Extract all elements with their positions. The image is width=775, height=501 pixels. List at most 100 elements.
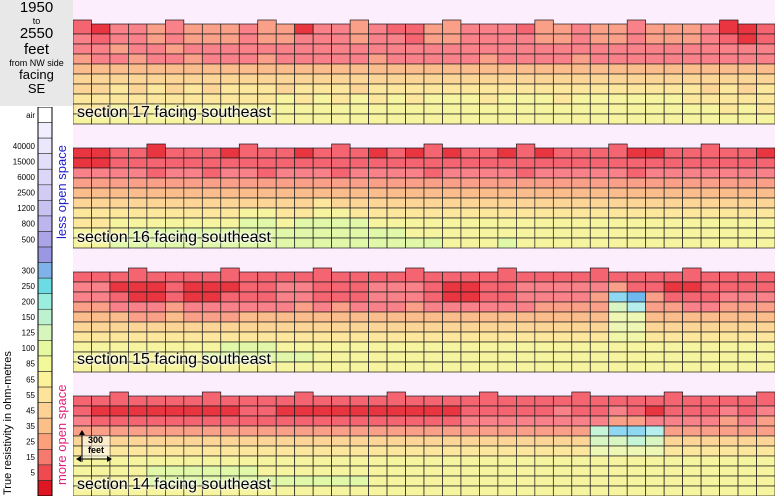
heatmap-cell xyxy=(275,361,296,373)
heatmap-cell xyxy=(331,83,351,95)
resistivity-legend: air 40000 15000 6000 2500 1200 800 500 300 250 200… xyxy=(0,107,73,496)
heatmap-cell xyxy=(756,455,775,467)
heatmap-cell xyxy=(719,83,739,95)
heatmap-cell xyxy=(91,291,111,303)
heatmap-cell xyxy=(257,301,277,313)
heatmap-cell xyxy=(534,351,554,363)
heatmap-cell xyxy=(349,83,369,95)
heatmap-cell xyxy=(201,271,222,283)
heatmap-cell xyxy=(479,415,499,427)
heatmap-cell xyxy=(737,361,757,373)
heatmap-cell xyxy=(331,291,351,303)
heatmap-cell xyxy=(700,301,720,313)
heatmap-cell xyxy=(719,425,739,437)
heatmap-cell xyxy=(312,301,332,313)
heatmap-cell xyxy=(682,197,702,209)
heatmap-cell xyxy=(516,445,536,457)
heatmap-cell xyxy=(516,475,536,487)
heatmap-cell xyxy=(257,445,277,457)
heatmap-cell xyxy=(386,485,406,497)
heatmap-cell xyxy=(442,301,462,313)
heatmap-cell xyxy=(349,157,369,169)
heatmap-cell xyxy=(479,23,499,35)
heatmap-cell xyxy=(719,53,739,65)
heatmap-cell xyxy=(497,43,517,55)
heatmap-cell xyxy=(497,103,517,115)
heatmap-cell xyxy=(386,445,406,457)
heatmap-cell xyxy=(201,321,222,333)
heatmap-cell xyxy=(238,73,259,85)
heatmap-cell xyxy=(479,53,499,65)
heatmap-cell xyxy=(497,83,517,95)
heatmap-cell xyxy=(626,341,647,353)
heatmap-cell xyxy=(405,485,425,497)
heatmap-cell xyxy=(423,475,443,487)
heatmap-cell xyxy=(571,361,591,373)
heatmap-cell xyxy=(349,445,369,457)
heatmap-cell xyxy=(442,167,462,179)
heatmap-cell xyxy=(756,321,775,333)
heatmap-cell xyxy=(257,321,277,333)
heatmap-cell xyxy=(331,445,351,457)
heatmap-cell xyxy=(220,321,240,333)
heatmap-cell xyxy=(349,485,369,497)
heatmap-cell xyxy=(479,341,499,353)
heatmap-cell xyxy=(257,93,277,105)
heatmap-cell xyxy=(331,455,351,467)
heatmap-cell xyxy=(349,207,369,219)
heatmap-cell xyxy=(700,405,720,417)
heatmap-cell xyxy=(109,291,129,303)
heatmap-cell xyxy=(275,53,296,65)
heatmap-cell xyxy=(238,465,259,477)
heatmap-cell xyxy=(626,113,647,125)
heatmap-cell xyxy=(663,227,683,239)
heatmap-cell xyxy=(386,455,406,467)
heatmap-cell xyxy=(663,103,683,115)
heatmap-cell xyxy=(294,43,314,55)
heatmap-cell xyxy=(405,465,425,477)
heatmap-cell xyxy=(663,311,683,323)
heatmap-cell xyxy=(497,207,517,219)
heatmap-cell xyxy=(423,167,443,179)
heatmap-cell xyxy=(460,177,480,189)
heatmap-cell xyxy=(442,415,462,427)
heatmap-cell xyxy=(626,445,647,457)
heatmap-cell xyxy=(442,207,462,219)
heatmap-cell xyxy=(386,425,406,437)
heatmap-cell xyxy=(719,435,739,447)
heatmap-cell xyxy=(72,301,92,313)
heatmap-cell xyxy=(534,103,554,115)
heatmap-cell xyxy=(349,103,369,115)
heatmap-cell xyxy=(312,103,332,115)
heatmap-cell xyxy=(201,83,222,95)
heatmap-cell xyxy=(183,435,203,447)
section-charts: 300 feet section 17 facing southeast sect… xyxy=(72,0,775,497)
heatmap-cell xyxy=(423,435,443,447)
heatmap-cell xyxy=(331,301,351,313)
heatmap-cell xyxy=(201,43,222,55)
heatmap-cell xyxy=(737,425,757,437)
heatmap-cell xyxy=(405,415,425,427)
heatmap-cell xyxy=(608,93,628,105)
legend-swatch xyxy=(37,200,53,217)
heatmap-cell xyxy=(516,33,536,45)
heatmap-cell xyxy=(294,53,314,65)
heatmap-cell xyxy=(386,177,406,189)
legend-tick-label: 55 xyxy=(26,391,35,400)
heatmap-cell xyxy=(165,83,185,95)
heatmap-cell xyxy=(72,217,92,229)
heatmap-cell xyxy=(331,237,351,249)
heatmap-cell xyxy=(128,73,148,85)
heatmap-cell xyxy=(91,311,111,323)
heatmap-cell xyxy=(460,311,480,323)
heatmap-cell xyxy=(331,395,351,407)
heatmap-cell xyxy=(128,445,148,457)
heatmap-cell xyxy=(608,445,628,457)
heatmap-cell xyxy=(534,311,554,323)
heatmap-cell xyxy=(682,405,702,417)
heatmap-cell xyxy=(368,93,388,105)
heatmap-cell xyxy=(294,103,314,115)
heatmap-cell xyxy=(497,321,517,333)
heatmap-cell xyxy=(719,281,739,293)
heatmap-cell xyxy=(663,301,683,313)
